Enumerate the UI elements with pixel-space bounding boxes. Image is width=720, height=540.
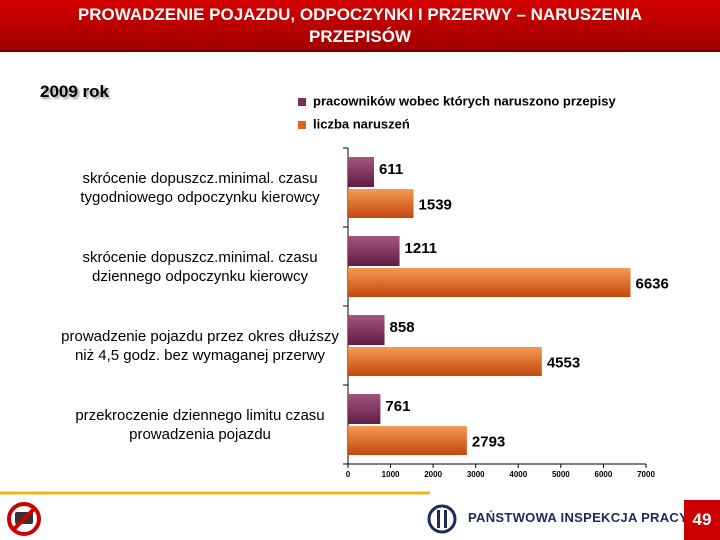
value-label: 1539 [419,196,452,213]
x-tick-label: 3000 [467,470,485,479]
x-tick-label: 6000 [595,470,613,479]
value-label: 761 [385,398,410,415]
chart-subtitle: 2009 rok [40,82,109,101]
x-tick-label: 7000 [637,470,655,479]
x-tick-label: 2000 [424,470,442,479]
bar [348,394,381,424]
bar [348,426,467,455]
header-bar: PROWADZENIE POJAZDU, ODPOCZYNKI I PRZERW… [0,0,720,52]
value-label: 858 [390,319,415,336]
legend-label: pracowników wobec których naruszono prze… [313,93,616,108]
value-label: 1211 [405,240,438,257]
x-tick-label: 1000 [382,470,400,479]
chart-title: PROWADZENIE POJAZDU, ODPOCZYNKI I PRZERW… [77,5,643,46]
value-label: 611 [379,161,403,178]
value-label: 6636 [636,275,669,292]
bar [348,315,385,345]
bar [348,157,375,187]
x-tick-label: 0 [346,470,351,479]
org-logo [427,504,457,534]
organization-name: PAŃSTWOWA INSPEKCJA PRACY [468,510,689,525]
category-label: prowadzenie pojazdu przez okres dłuższy … [61,327,339,364]
bar [348,236,400,266]
no-sign-icon [7,502,41,536]
page-number: 49 [684,500,720,540]
category-label: przekroczenie dziennego limitu czasu pro… [75,406,325,443]
bar [348,189,414,218]
x-tick-label: 5000 [552,470,570,479]
legend-swatch [298,121,306,129]
legend-swatch [298,98,306,106]
value-label: 4553 [547,354,580,371]
bar [348,347,542,376]
category-label: skrócenie dopuszcz.minimal. czasu dzienn… [82,248,318,285]
x-tick-label: 4000 [509,470,527,479]
category-label: skrócenie dopuszcz.minimal. czasu tygodn… [80,169,320,206]
value-label: 2793 [472,433,505,450]
legend-label: liczba naruszeń [313,116,410,131]
bar [348,268,631,297]
